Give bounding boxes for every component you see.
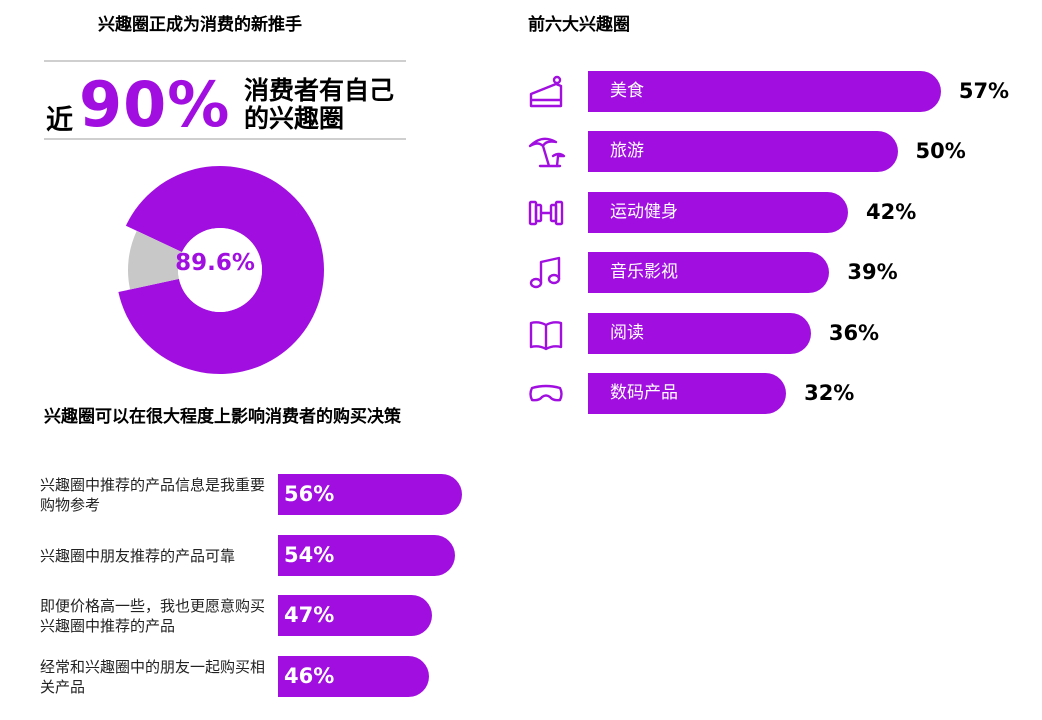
- interest-bar-label: 音乐影视: [610, 262, 678, 283]
- decision-bar: [278, 534, 456, 576]
- interest-bar-label: 旅游: [610, 141, 644, 162]
- interest-bar-value: 32%: [804, 381, 855, 405]
- decision-bar: [278, 595, 433, 637]
- headline-line2: 的兴趣圈: [244, 104, 345, 133]
- decision-bar: [278, 655, 429, 697]
- donut-label: 89.6%: [175, 250, 255, 276]
- donut-chart: [118, 166, 325, 374]
- donut-slice-rest: [128, 230, 182, 290]
- interest-bar: [588, 191, 848, 233]
- interest-bar-value: 57%: [958, 79, 1010, 103]
- decision-bar-label: 即便价格高一些，我也更愿意购买兴趣圈中推荐的产品: [40, 597, 266, 636]
- interest-bar-label: 数码产品: [610, 383, 678, 403]
- decision-bar-value: 46%: [284, 663, 335, 688]
- left-title: 兴趣圈正成为消费的新推手: [98, 15, 302, 35]
- decision-bar-value: 54%: [284, 542, 335, 567]
- donut-hole: [178, 228, 262, 312]
- interest-bar-value: 36%: [828, 320, 880, 345]
- cake-icon: [526, 72, 566, 112]
- divider-bottom: [44, 138, 406, 140]
- decision-bar-value: 47%: [284, 603, 335, 628]
- section2-title: 兴趣圈可以在很大程度上影响消费者的购买决策: [44, 407, 401, 427]
- interest-bar: [588, 312, 811, 354]
- interest-bar: [588, 71, 941, 112]
- interest-bar: [588, 131, 898, 173]
- headline-prefix: 近: [46, 105, 73, 136]
- headline-line1: 消费者有自己: [244, 76, 395, 105]
- interest-bar-value: 42%: [865, 199, 917, 224]
- interest-bar-value: 50%: [915, 139, 966, 164]
- decision-bar: [278, 474, 462, 515]
- interest-bar: [588, 373, 787, 414]
- decision-bar-label: 兴趣圈中推荐的产品信息是我重要购物参考: [40, 476, 266, 514]
- decision-bar-label: 兴趣圈中朋友推荐的产品可靠: [40, 546, 236, 565]
- interest-bar-label: 阅读: [610, 322, 644, 343]
- decision-bar-value: 56%: [284, 482, 335, 506]
- decision-bar-label: 经常和兴趣圈中的朋友一起购买相关产品: [40, 657, 266, 696]
- divider-top: [44, 60, 406, 62]
- music-note-icon: [526, 253, 566, 293]
- headline-number: 90%: [79, 68, 231, 141]
- right-title: 前六大兴趣圈: [528, 15, 630, 35]
- interest-bar: [588, 252, 830, 294]
- dumbbell-icon: [526, 193, 566, 233]
- interest-bar-label: 美食: [610, 81, 644, 101]
- interest-bar-label: 运动健身: [610, 201, 678, 222]
- donut-slice-main: [118, 166, 325, 374]
- beach-umbrella-icon: [526, 132, 566, 172]
- interest-bar-value: 39%: [847, 260, 898, 285]
- vr-goggles-icon: [526, 374, 566, 414]
- book-icon: [526, 314, 566, 354]
